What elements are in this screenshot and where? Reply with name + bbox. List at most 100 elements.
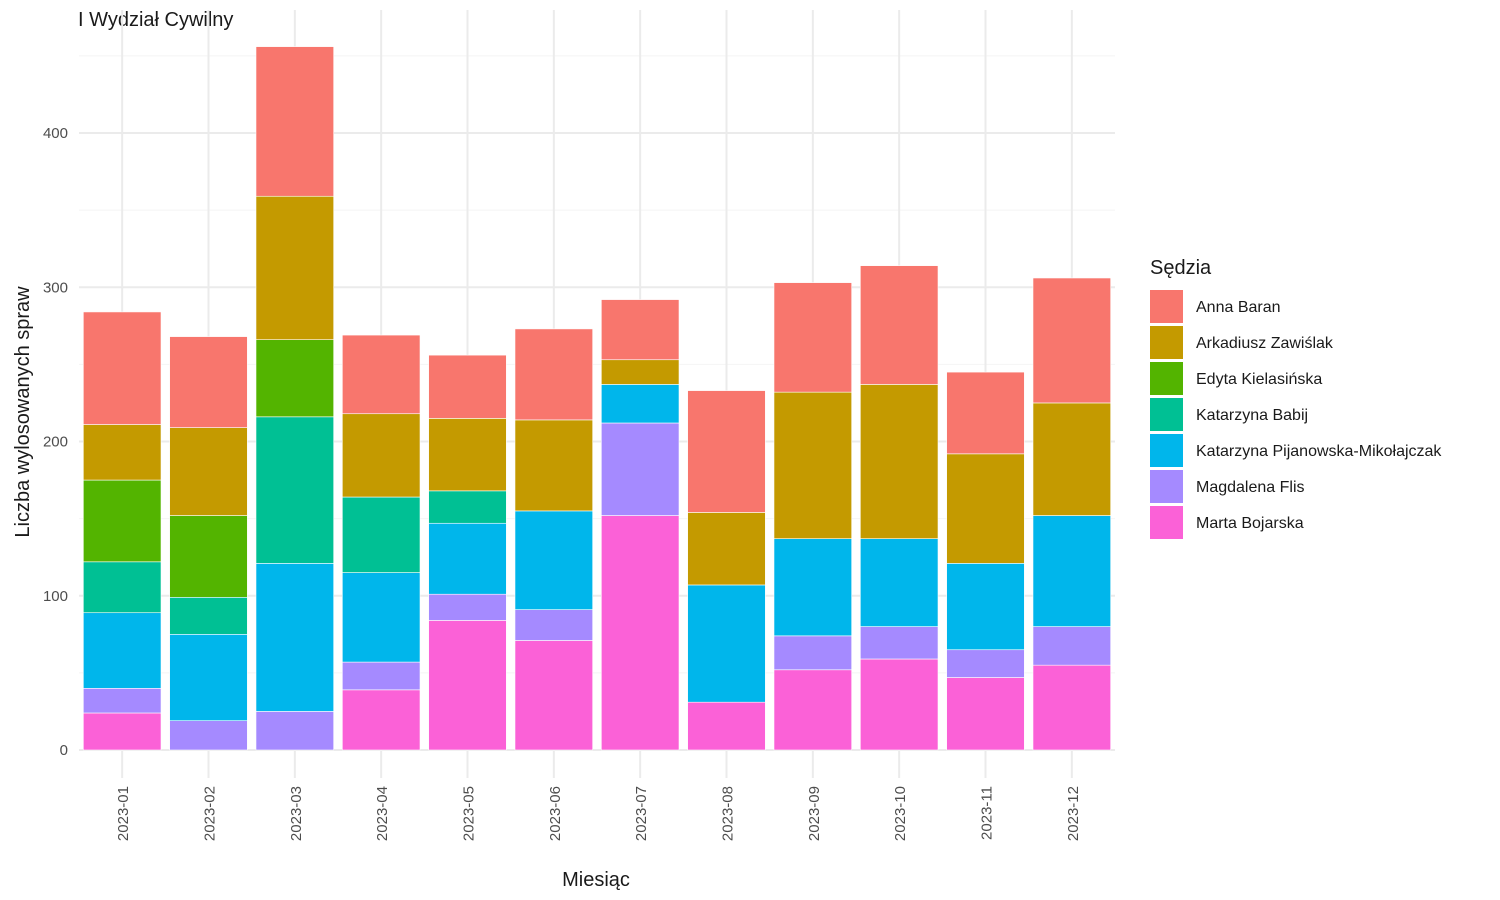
bar-segment (83, 687, 162, 714)
legend-swatch (1150, 506, 1183, 539)
legend-label: Marta Bojarska (1196, 515, 1304, 532)
bar-segment (342, 413, 421, 498)
legend-label: Arkadiusz Zawiślak (1196, 335, 1334, 352)
bar-segment (169, 515, 248, 598)
y-tick-label: 100 (43, 588, 68, 605)
y-axis-ticks: 0 100 200 300 400 (43, 125, 68, 759)
legend-label: Katarzyna Babij (1196, 407, 1308, 424)
legend-swatch (1150, 398, 1183, 431)
bar-segment (601, 515, 680, 751)
bar-segment (514, 609, 593, 641)
bar-segment (514, 510, 593, 610)
legend-label: Anna Baran (1196, 299, 1281, 316)
x-tick-label: 2023-03 (288, 786, 305, 841)
bar-segment (1032, 626, 1111, 666)
bar-segment (428, 354, 507, 419)
bar-segment (773, 669, 852, 751)
x-tick-label: 2023-05 (461, 786, 478, 841)
x-tick-label: 2023-04 (374, 786, 391, 841)
y-tick-label: 0 (60, 742, 68, 759)
bar-segment (342, 689, 421, 751)
x-tick-label: 2023-11 (979, 786, 996, 840)
legend-title: Sędzia (1150, 257, 1212, 279)
bar-segment (83, 424, 162, 481)
y-tick-label: 200 (43, 434, 68, 451)
legend-swatch (1150, 326, 1183, 359)
x-tick-label: 2023-08 (720, 786, 737, 841)
bar-segment (428, 418, 507, 492)
bar-segment (83, 712, 162, 751)
bar-segment (946, 453, 1025, 564)
bar-segment (946, 371, 1025, 455)
bar-segment (601, 299, 680, 361)
x-axis-ticks: 2023-01 2023-02 2023-03 2023-04 2023-05 2023-… (115, 786, 1082, 841)
x-tick-label: 2023-12 (1065, 786, 1082, 841)
bar-segment (169, 596, 248, 635)
bar-segment (83, 612, 162, 689)
bar-segment (1032, 277, 1111, 404)
bar-segment (601, 422, 680, 516)
legend-label: Magdalena Flis (1196, 479, 1305, 496)
bar-segment (860, 626, 939, 660)
bar-segment (169, 336, 248, 428)
x-tick-label: 2023-09 (806, 786, 823, 841)
bar-segment (773, 635, 852, 671)
legend-swatch (1150, 290, 1183, 323)
bar-segment (255, 195, 334, 340)
bar-segment (169, 720, 248, 751)
bar-segment (342, 661, 421, 691)
bar-segment (1032, 664, 1111, 751)
y-tick-label: 300 (43, 279, 68, 296)
bar-segment (342, 496, 421, 573)
bar-segment (687, 701, 766, 751)
bar-segment (255, 46, 334, 197)
bar-segment (169, 427, 248, 516)
x-tick-label: 2023-06 (547, 786, 564, 841)
bar-segment (342, 334, 421, 415)
x-tick-label: 2023-10 (892, 786, 909, 841)
bar-segment (860, 538, 939, 627)
bar-segment (860, 384, 939, 539)
bar-segment (428, 593, 507, 621)
x-tick-label: 2023-07 (633, 786, 650, 841)
bar-segment (514, 640, 593, 751)
bar-segment (255, 563, 334, 712)
bar-segment (255, 711, 334, 751)
bar-segment (342, 572, 421, 663)
bar-segment (255, 416, 334, 564)
bar-segment (255, 339, 334, 418)
legend: Sędzia Anna Baran Arkadiusz Zawiślak Edyta… (1150, 257, 1442, 539)
bar-segment (860, 265, 939, 385)
bar-segment (83, 479, 162, 563)
bar-segment (601, 359, 680, 385)
y-axis-label: Liczba wylosowanych spraw (12, 286, 34, 538)
bar-segment (687, 512, 766, 586)
y-tick-label: 400 (43, 125, 68, 142)
bar-segment (83, 561, 162, 614)
bar-segment (169, 634, 248, 721)
chart-title: I Wydział Cywilny (78, 9, 233, 31)
legend-swatch (1150, 470, 1183, 503)
bar-segment (773, 391, 852, 539)
bar-segment (428, 490, 507, 524)
bar-segment (687, 584, 766, 703)
bar-segment (1032, 402, 1111, 516)
legend-label: Edyta Kielasińska (1196, 371, 1322, 388)
bar-segment (773, 282, 852, 393)
legend-swatch (1150, 434, 1183, 467)
bar-segment (946, 677, 1025, 751)
bar-segment (773, 538, 852, 637)
bar-segment (514, 328, 593, 421)
bar-segment (687, 390, 766, 513)
bar-segment (946, 649, 1025, 678)
x-tick-label: 2023-02 (202, 786, 219, 841)
bar-segment (946, 563, 1025, 651)
x-tick-label: 2023-01 (115, 786, 132, 841)
bar-segment (428, 522, 507, 595)
bar-segment (1032, 515, 1111, 627)
x-axis-label: Miesiąc (562, 869, 630, 891)
legend-swatch (1150, 362, 1183, 395)
bar-segment (83, 311, 162, 425)
bar-segment (601, 384, 680, 424)
